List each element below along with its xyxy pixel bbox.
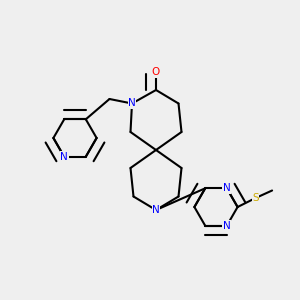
Text: N: N bbox=[152, 205, 160, 215]
Text: O: O bbox=[152, 67, 160, 77]
Text: N: N bbox=[223, 183, 231, 193]
Text: S: S bbox=[252, 193, 259, 203]
Text: N: N bbox=[223, 221, 231, 231]
Text: N: N bbox=[60, 152, 68, 162]
Text: N: N bbox=[128, 98, 136, 109]
